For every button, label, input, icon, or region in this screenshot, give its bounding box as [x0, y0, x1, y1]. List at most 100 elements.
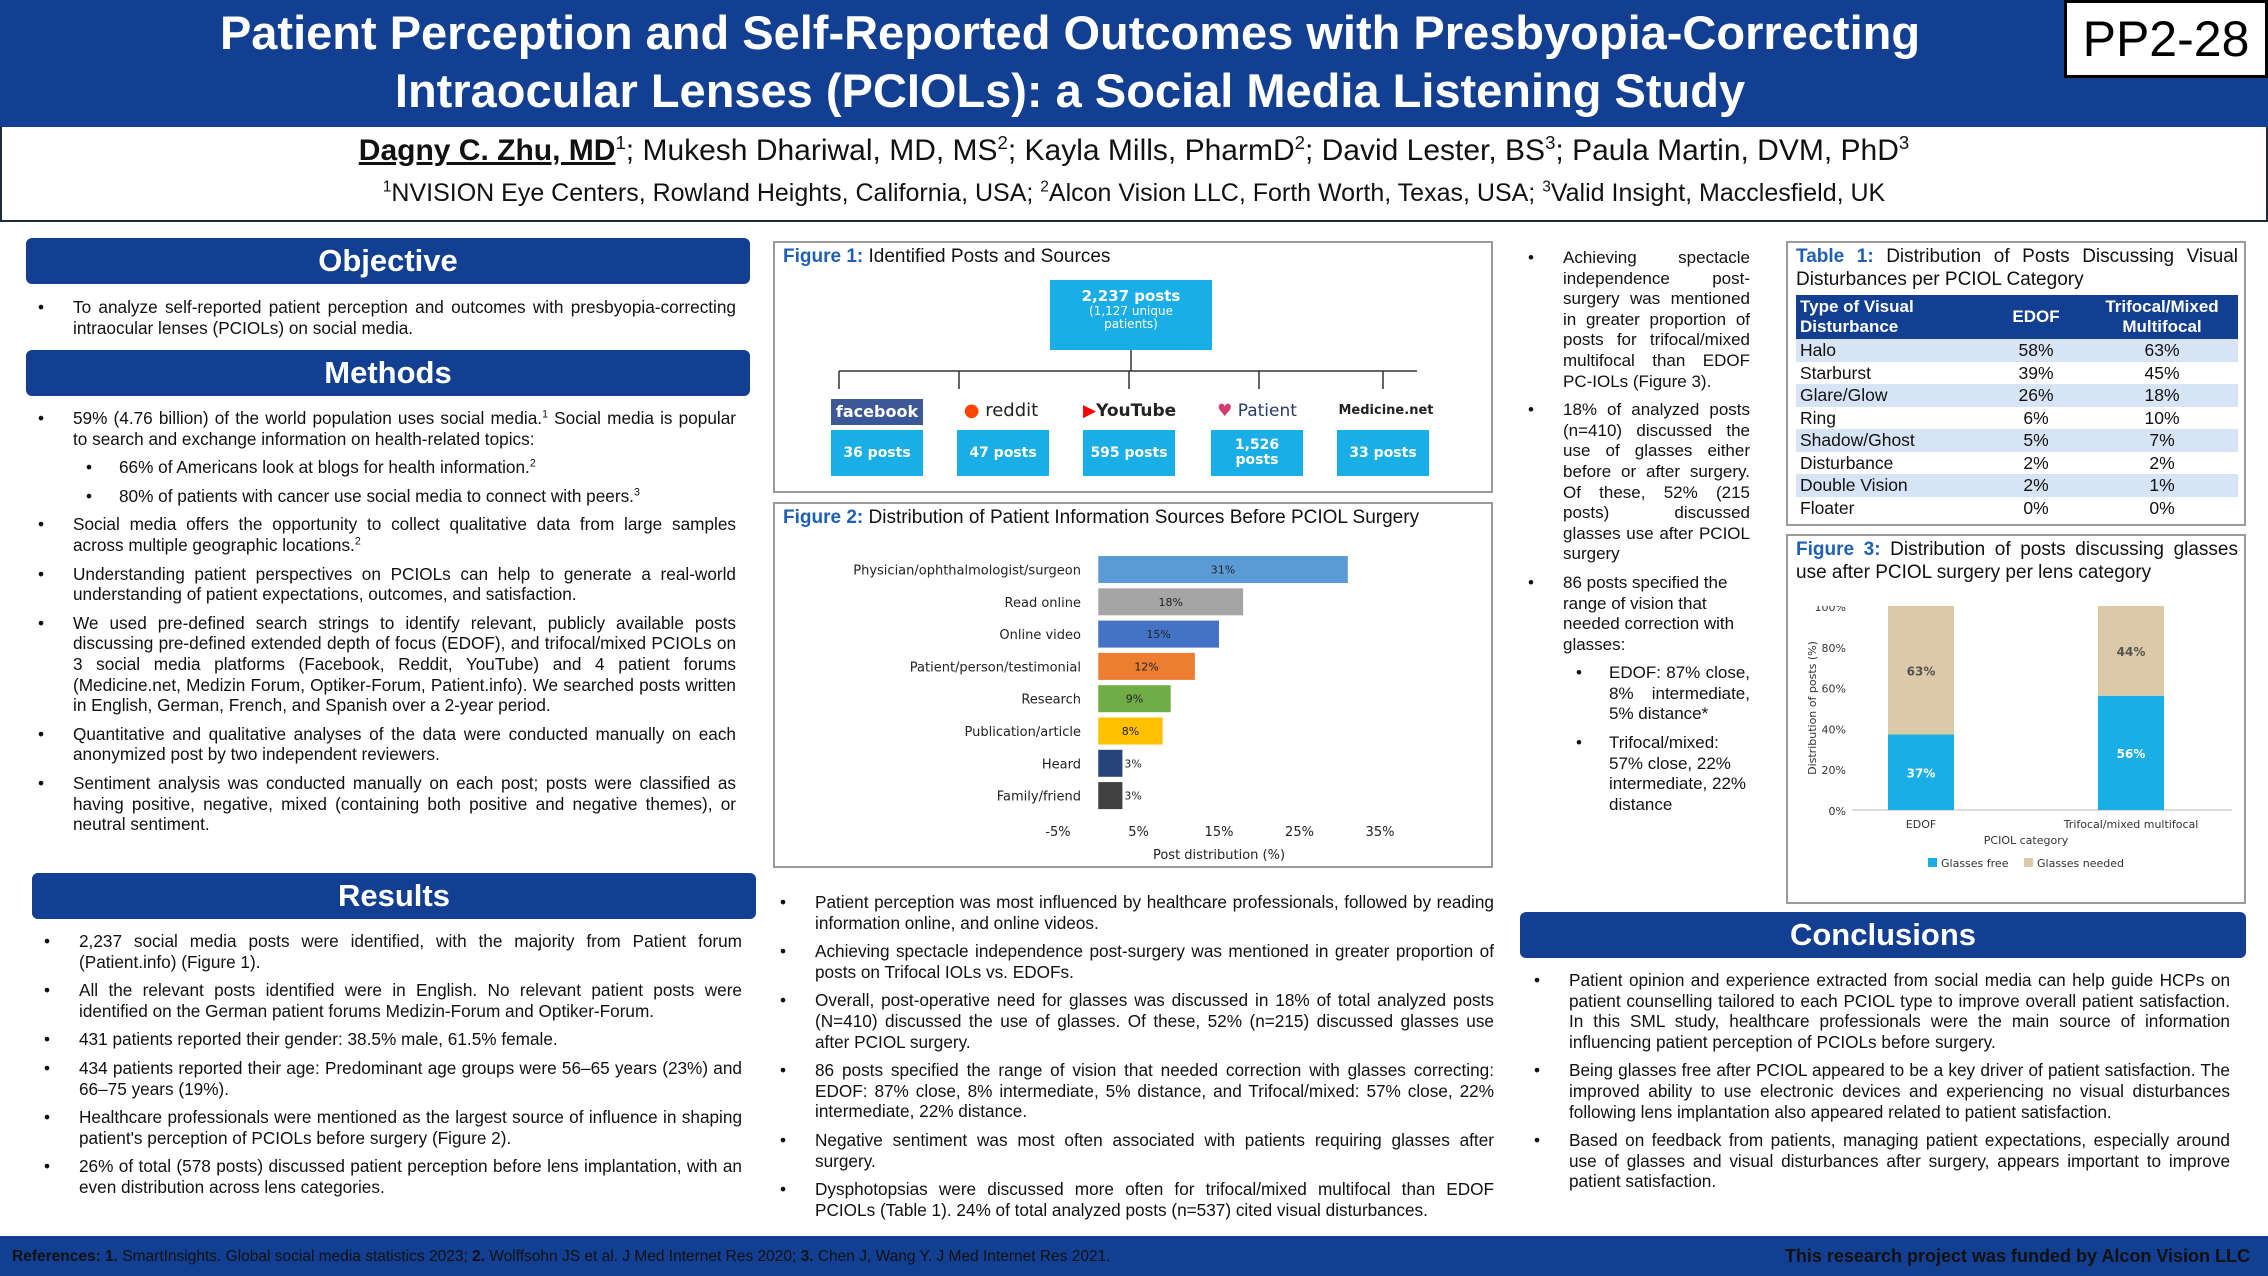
methods-text: Social media offers the opportunity to c… — [73, 514, 736, 555]
author-affil: 3 — [1898, 132, 1910, 153]
table1-label: Table 1: — [1796, 246, 1874, 267]
reddit-logo-icon: ● reddit — [963, 400, 1039, 421]
x-tick-label: 5% — [1128, 825, 1149, 840]
author-affil: 2 — [1294, 132, 1305, 153]
col3-item: 86 posts specified the range of vision t… — [1516, 573, 1750, 655]
methods-item: Sentiment analysis was conducted manuall… — [26, 773, 736, 835]
table1-row: Double Vision 2% 1% — [1796, 474, 2238, 497]
methods-item: Quantitative and qualitative analyses of… — [26, 724, 736, 765]
table1-cell: 0% — [2086, 496, 2238, 519]
ref-num: 1. — [100, 1248, 118, 1265]
table1: Type of Visual Disturbance EDOF Trifocal… — [1796, 295, 2238, 519]
references-label: References: — [12, 1248, 101, 1265]
legend-label: Glasses free — [1941, 857, 2009, 870]
results-list: 2,237 social media posts were identified… — [32, 931, 742, 1206]
figure2-label: Figure 2: — [783, 507, 864, 528]
affil-num: 3 — [1542, 178, 1551, 196]
table1-cell: 6% — [1986, 406, 2086, 429]
patient-posts: 1,526 posts — [1211, 430, 1303, 476]
y-axis-title: Distribution of posts (%) — [1806, 641, 1819, 775]
ref-text: Wolffsohn JS et al. J Med Internet Res 2… — [484, 1248, 797, 1265]
references: References: 1. SmartInsights. Global soc… — [12, 1248, 1111, 1266]
figure1-label: Figure 1: — [783, 246, 864, 267]
figure2-chart: Physician/ophthalmologist/surgeon 31% Read… — [853, 556, 1394, 863]
table1-row: Glare/Glow 26% 18% — [1796, 384, 2238, 407]
bar-category-label: Read online — [1005, 596, 1081, 611]
bar-category-label: Heard — [1042, 757, 1081, 772]
table1-row: Shadow/Ghost 5% 7% — [1796, 429, 2238, 452]
x-tick-label: -5% — [1045, 825, 1070, 840]
table1-cell: 45% — [2086, 361, 2238, 384]
stacked-bar-segment — [2098, 695, 2164, 810]
results-item: 431 patients reported their gender: 38.5… — [32, 1029, 742, 1050]
table1-row: Floater 0% 0% — [1796, 496, 2238, 519]
figure1-connectors — [838, 350, 1417, 389]
segment-value-label: 37% — [1907, 766, 1936, 780]
author-affil: 2 — [997, 132, 1008, 153]
author: ; Kayla Mills, PharmD — [1007, 134, 1295, 167]
affil-num: 1 — [382, 178, 392, 196]
figure1-caption: Figure 1: Identified Posts and Sources — [783, 245, 1110, 268]
figure1-title: Identified Posts and Sources — [863, 246, 1111, 267]
methods-list: 59% (4.76 billion) of the world populati… — [26, 408, 736, 843]
methods-item: Understanding patient perspectives on PC… — [26, 564, 736, 605]
unique-patients: (1,127 unique patients) — [1089, 304, 1173, 331]
stacked-bar-segment — [2098, 606, 2164, 696]
table1-cell: Glare/Glow — [1796, 384, 1986, 407]
author-affil: 3 — [1545, 132, 1556, 153]
results-item: 434 patients reported their age: Predomi… — [32, 1058, 742, 1099]
y-tick-label: 0% — [1829, 805, 1846, 818]
table1-cell: Floater — [1796, 496, 1986, 519]
table1-cell: Ring — [1796, 406, 1986, 429]
author: ; Mukesh Dhariwal, MD, MS — [625, 134, 998, 167]
methods-text: Social media is popular to search and ex… — [73, 408, 736, 449]
funding-statement: This research project was funded by Alco… — [1784, 1246, 2250, 1266]
youtube-logo-icon: ▶YouTube — [1083, 401, 1177, 421]
bar-value-label: 3% — [1124, 790, 1141, 803]
reddit-logo-text: reddit — [985, 400, 1039, 421]
bar-category-label: Publication/article — [965, 725, 1082, 740]
methods-text: 59% (4.76 billion) of the world populati… — [73, 408, 543, 428]
table1-cell: 18% — [2086, 384, 2238, 407]
bar-value-label: 8% — [1122, 725, 1139, 738]
table1-cell: Double Vision — [1796, 474, 1986, 497]
x-category-label: Trifocal/mixed multifocal — [2063, 818, 2199, 831]
bar — [1098, 620, 1219, 648]
table1-cell: Halo — [1796, 339, 1986, 362]
middle-item: Patient perception was most influenced b… — [768, 892, 1494, 933]
bar — [1098, 652, 1195, 680]
youtube-logo-text: YouTube — [1096, 401, 1177, 421]
table1-row: Halo 58% 63% — [1796, 339, 2238, 362]
col3-item: 18% of analyzed posts (n=410) discussed … — [1516, 400, 1750, 565]
x-axis-title: Post distribution (%) — [1153, 848, 1285, 863]
legend-swatch — [2024, 858, 2033, 867]
stacked-bar-segment — [1888, 734, 1954, 810]
patient-logo-icon: ♥ Patient — [1217, 401, 1297, 421]
methods-heading: Methods — [26, 350, 750, 396]
figure1-panel: Figure 1: Identified Posts and Sources 2… — [773, 241, 1493, 493]
patient-logo-text: Patient — [1237, 401, 1297, 421]
table1-cell: 0% — [1986, 496, 2086, 519]
table1-caption: Table 1: Distribution of Posts Discussin… — [1796, 245, 2238, 291]
methods-item: 59% (4.76 billion) of the world populati… — [26, 408, 736, 449]
figure2-caption: Figure 2: Distribution of Patient Inform… — [783, 506, 1483, 529]
objective-item: To analyze self-reported patient percept… — [26, 297, 736, 338]
y-tick-label: 80% — [1822, 642, 1846, 655]
bar — [1098, 749, 1123, 777]
table1-row: Disturbance 2% 2% — [1796, 451, 2238, 474]
methods-subitem: 80% of patients with cancer use social m… — [26, 486, 736, 507]
bar — [1098, 685, 1171, 713]
poster-title: Patient Perception and Self-Reported Out… — [219, 6, 1921, 117]
methods-text: 80% of patients with cancer use social m… — [119, 485, 634, 506]
objective-heading: Objective — [26, 238, 750, 284]
middle-item: 86 posts specified the range of vision t… — [768, 1060, 1494, 1122]
middle-item: Negative sentiment was most often associ… — [768, 1130, 1494, 1171]
medicinenet-logo-icon: Medicine.net — [1338, 403, 1434, 418]
table1-body: Halo 58% 63% Starburst 39% 45% Glare/Glow 26% 18… — [1796, 339, 2238, 519]
author-list: Dagny C. Zhu, MD1; Mukesh Dhariwal, MD, … — [0, 131, 2268, 171]
table1-header: Type of Visual Disturbance — [1796, 295, 1986, 339]
author: ; Paula Martin, DVM, PhD — [1555, 134, 1899, 167]
results-item: All the relevant posts identified were i… — [32, 980, 742, 1021]
middle-item: Dysphotopsias were discussed more often … — [768, 1179, 1494, 1220]
results-item: Healthcare professionals were mentioned … — [32, 1107, 742, 1148]
